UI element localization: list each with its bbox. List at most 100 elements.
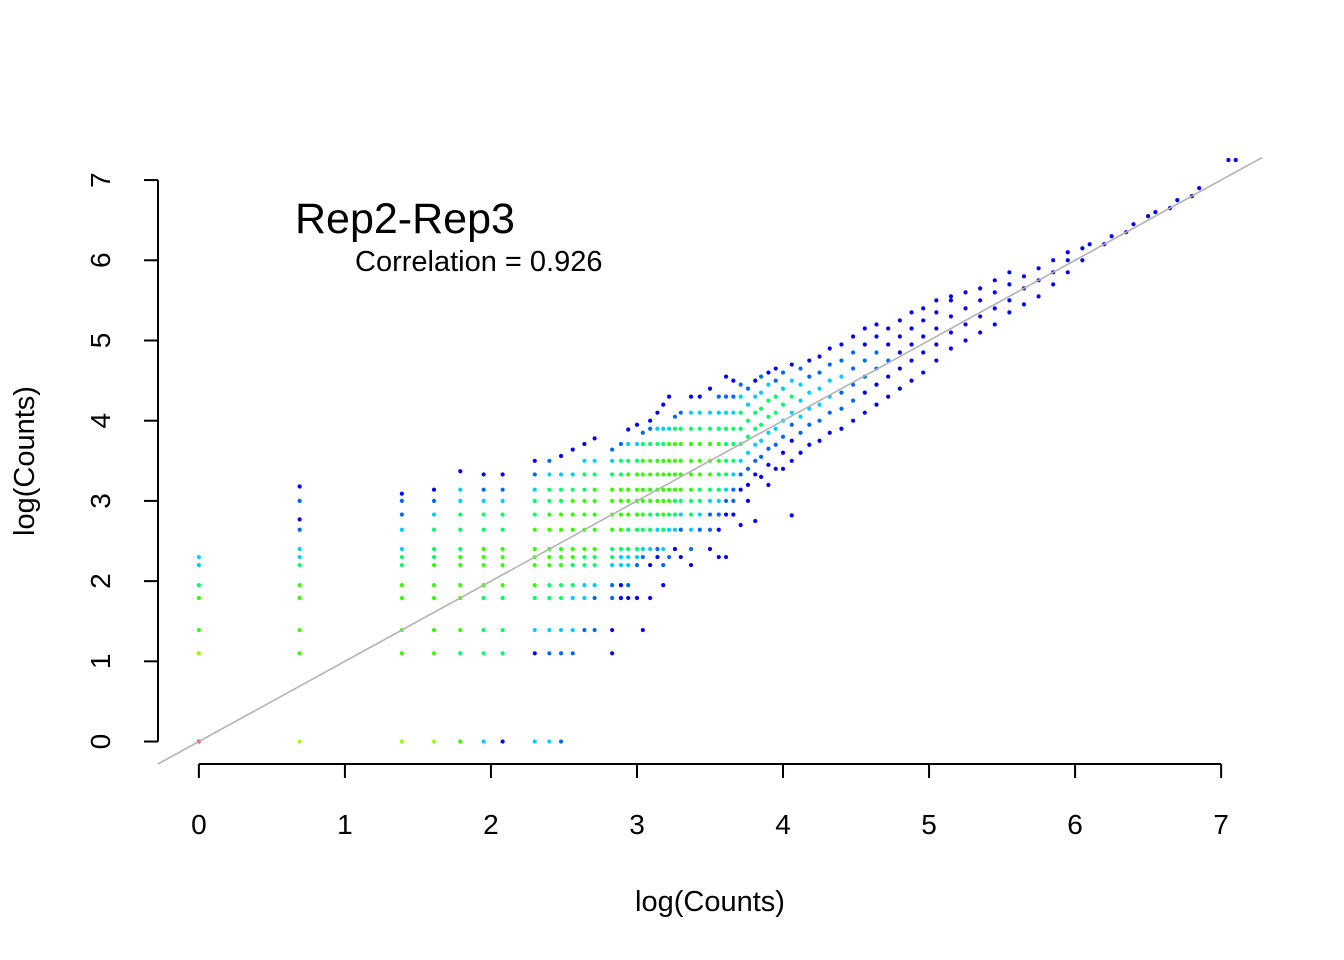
data-point: [731, 441, 736, 447]
data-point: [789, 394, 794, 399]
y-tick-label: 4: [85, 413, 116, 429]
data-point: [798, 414, 803, 419]
data-point: [431, 739, 437, 744]
data-point: [570, 447, 575, 452]
data-point: [963, 290, 968, 295]
data-point: [648, 472, 653, 477]
data-point: [481, 651, 486, 656]
data-point: [618, 546, 624, 552]
data-point: [592, 562, 597, 568]
data-point: [592, 595, 597, 601]
y-tick-label: 5: [85, 333, 116, 349]
data-point: [661, 527, 666, 532]
data-point: [500, 472, 505, 477]
data-point: [648, 527, 653, 532]
data-point: [431, 583, 437, 588]
data-point: [798, 430, 803, 435]
data-point: [532, 583, 537, 588]
data-point: [817, 438, 822, 443]
data-point: [874, 322, 879, 327]
data-point: [827, 346, 832, 351]
data-point: [500, 562, 505, 568]
data-point: [780, 466, 786, 471]
data-point: [851, 334, 856, 339]
data-point: [648, 426, 653, 431]
data-point: [458, 487, 463, 492]
data-point: [688, 546, 694, 552]
data-point: [582, 595, 587, 601]
y-ticks: 0 1 2 3 4 5 6 7: [85, 172, 158, 749]
data-point: [547, 627, 552, 633]
data-point: [817, 370, 822, 375]
data-point: [558, 498, 564, 504]
data-point: [1021, 274, 1027, 279]
data-point: [655, 554, 660, 560]
data-point: [558, 487, 564, 492]
data-point: [1080, 246, 1085, 251]
data-point: [634, 554, 640, 560]
data-point: [558, 583, 564, 588]
data-point: [547, 512, 552, 517]
data-point: [431, 554, 437, 560]
data-point: [934, 342, 939, 347]
data-point: [862, 390, 867, 395]
data-point: [196, 627, 201, 633]
data-point: [570, 554, 575, 560]
data-point: [716, 472, 721, 477]
data-point: [481, 739, 486, 744]
data-point: [532, 527, 537, 532]
data-point: [723, 374, 729, 379]
data-point: [759, 474, 764, 479]
data-point: [753, 410, 758, 415]
data-point: [759, 374, 764, 379]
data-point: [558, 453, 564, 459]
data-point: [634, 546, 640, 552]
data-point: [738, 458, 743, 463]
data-point: [558, 546, 564, 552]
data-point: [582, 583, 587, 588]
x-ticks: 0 1 2 3 4 5 6 7: [191, 764, 1229, 840]
data-point: [458, 583, 463, 588]
data-point: [648, 562, 653, 568]
data-point: [667, 527, 672, 532]
data-point: [481, 512, 486, 517]
data-point: [862, 358, 867, 363]
data-point: [640, 441, 645, 447]
correlation-annotation: Correlation = 0.926: [355, 246, 602, 278]
data-point: [745, 418, 751, 423]
data-point: [678, 410, 683, 415]
data-point: [626, 595, 631, 601]
data-point: [753, 378, 758, 383]
data-point: [592, 487, 597, 492]
data-point: [874, 334, 879, 339]
data-point: [731, 410, 736, 415]
data-point: [640, 512, 645, 517]
data-point: [558, 739, 564, 744]
data-point: [458, 554, 463, 560]
data-point: [766, 446, 771, 451]
data-point: [532, 458, 537, 463]
data-point: [909, 358, 914, 363]
data-point: [297, 583, 302, 588]
data-point: [532, 562, 537, 568]
data-point: [592, 436, 597, 441]
data-point: [626, 498, 631, 504]
data-point: [667, 512, 672, 517]
data-point: [874, 402, 879, 407]
data-point: [978, 286, 983, 291]
x-tick-label: 0: [191, 809, 207, 840]
data-point: [839, 374, 844, 379]
data-point: [807, 390, 812, 395]
data-point: [661, 512, 666, 517]
data-point: [773, 426, 778, 431]
data-point: [592, 554, 597, 560]
data-point: [707, 498, 713, 504]
data-point: [697, 458, 702, 463]
data-point: [789, 362, 794, 367]
data-point: [672, 472, 678, 477]
data-point: [640, 430, 645, 435]
data-point: [481, 562, 486, 568]
data-point: [678, 426, 683, 431]
data-point: [738, 522, 743, 528]
data-point: [678, 527, 683, 532]
